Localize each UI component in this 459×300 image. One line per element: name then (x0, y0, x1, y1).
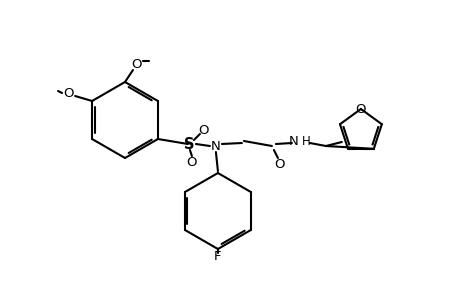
Text: N: N (211, 140, 220, 152)
Text: O: O (198, 124, 209, 136)
Text: S: S (183, 136, 194, 152)
Text: O: O (186, 155, 197, 169)
Text: N: N (288, 134, 298, 148)
Text: O: O (355, 103, 365, 116)
Text: O: O (131, 58, 142, 70)
Text: F: F (214, 250, 221, 263)
Text: O: O (274, 158, 285, 170)
Text: O: O (63, 86, 73, 100)
Text: H: H (301, 134, 310, 148)
